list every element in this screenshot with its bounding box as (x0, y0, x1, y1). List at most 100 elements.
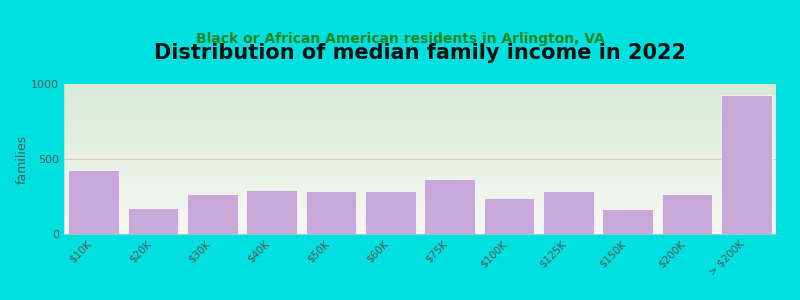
Bar (64, 87, 776, 88)
Bar (64, 192, 776, 193)
Bar (64, 144, 776, 145)
Bar (64, 190, 776, 191)
Bar (64, 199, 776, 200)
Bar (64, 204, 776, 205)
Bar (64, 122, 776, 123)
Bar (64, 119, 776, 120)
Bar (64, 150, 776, 151)
Bar (64, 91, 776, 92)
Bar (64, 180, 776, 181)
Bar (662, 194, 712, 234)
Bar (64, 121, 776, 122)
Bar (64, 205, 776, 206)
Bar (64, 228, 776, 229)
Bar (64, 216, 776, 217)
Bar (64, 127, 776, 128)
Bar (64, 128, 776, 129)
Bar (64, 146, 776, 147)
Bar (64, 103, 776, 104)
Bar (64, 232, 776, 233)
Bar (64, 132, 776, 133)
Bar (64, 171, 776, 172)
Bar (64, 157, 776, 158)
Bar (187, 194, 238, 234)
Bar (64, 135, 776, 136)
Bar (64, 106, 776, 107)
Bar (306, 191, 356, 234)
Bar (64, 118, 776, 119)
Bar (64, 109, 776, 110)
Bar (64, 134, 776, 135)
Bar (365, 191, 415, 234)
Bar (721, 94, 771, 234)
Bar (64, 231, 776, 232)
Bar (64, 85, 776, 86)
Bar (64, 148, 776, 149)
Bar (64, 90, 776, 91)
Bar (64, 185, 776, 186)
Bar (64, 176, 776, 177)
Bar (64, 183, 776, 184)
Bar (64, 104, 776, 105)
Bar (64, 120, 776, 121)
Bar (64, 115, 776, 116)
Bar (64, 193, 776, 194)
Bar (64, 131, 776, 132)
Bar (64, 211, 776, 212)
Bar (64, 154, 776, 155)
Bar (64, 170, 776, 171)
Bar (64, 160, 776, 161)
Bar (64, 159, 776, 160)
Bar (64, 107, 776, 108)
Bar (602, 209, 653, 234)
Bar (64, 123, 776, 124)
Bar (64, 224, 776, 225)
Bar (64, 194, 776, 195)
Bar (484, 198, 534, 234)
Bar (64, 86, 776, 87)
Bar (64, 89, 776, 90)
Bar (64, 105, 776, 106)
Bar (64, 96, 776, 97)
Bar (64, 196, 776, 197)
Bar (64, 225, 776, 226)
Bar (64, 126, 776, 127)
Bar (64, 141, 776, 142)
Bar (64, 186, 776, 187)
Bar (64, 129, 776, 130)
Bar (246, 190, 297, 234)
Bar (64, 202, 776, 203)
Bar (64, 175, 776, 176)
Bar (64, 209, 776, 210)
Bar (64, 233, 776, 234)
Bar (64, 118, 776, 119)
Bar (64, 94, 776, 95)
Bar (543, 191, 594, 234)
Bar (64, 212, 776, 213)
Bar (64, 169, 776, 170)
Bar (64, 145, 776, 146)
Bar (64, 158, 776, 159)
Bar (64, 133, 776, 134)
Bar (64, 100, 776, 101)
Bar (64, 200, 776, 201)
Bar (64, 95, 776, 96)
Bar (64, 143, 776, 144)
Bar (64, 147, 776, 148)
Bar (64, 181, 776, 182)
Bar (64, 207, 776, 208)
Bar (64, 174, 776, 175)
Bar (64, 114, 776, 115)
Bar (64, 138, 776, 139)
Bar (64, 189, 776, 190)
Bar (64, 142, 776, 143)
Bar (64, 226, 776, 227)
Bar (64, 153, 776, 154)
Bar (64, 98, 776, 99)
Bar (64, 220, 776, 221)
Bar (64, 184, 776, 185)
Bar (64, 201, 776, 202)
Bar (64, 164, 776, 165)
Bar (64, 139, 776, 140)
Bar (64, 173, 776, 174)
